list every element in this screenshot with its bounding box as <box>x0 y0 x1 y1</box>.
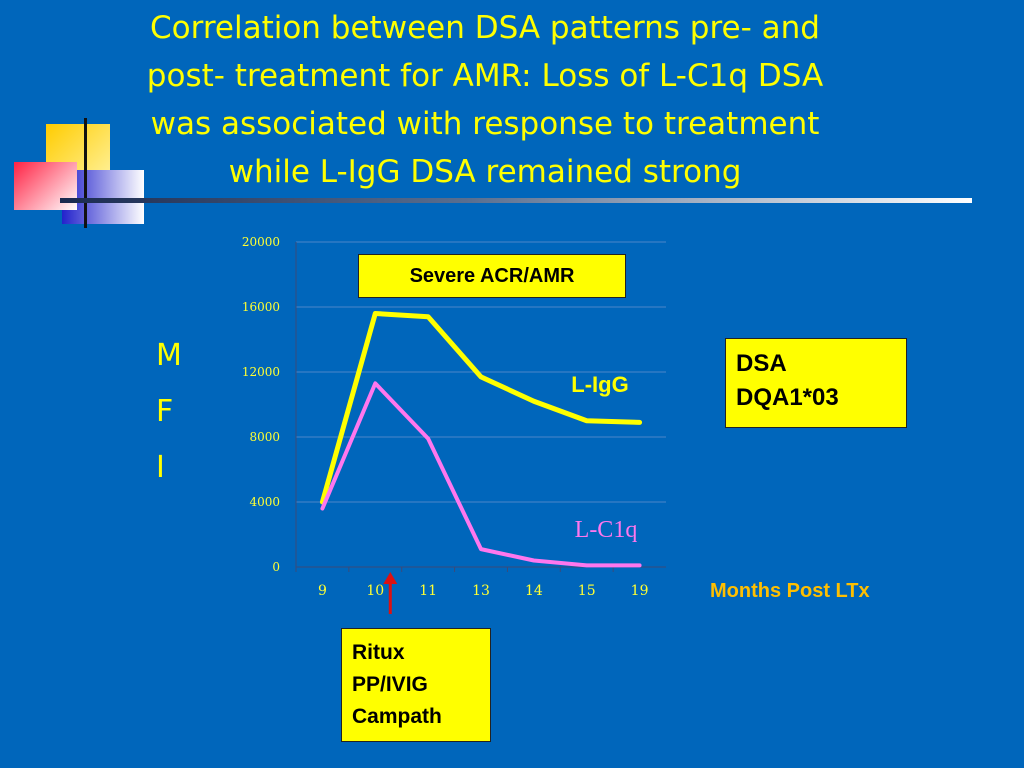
x-tick-label: 10 <box>366 583 384 599</box>
title-line-1: Correlation between DSA patterns pre- an… <box>150 10 820 46</box>
title-divider <box>60 198 972 203</box>
y-tick-label: 20000 <box>242 235 280 249</box>
x-tick-label: 9 <box>318 583 327 599</box>
ylabel-letter-m: M <box>156 338 182 373</box>
treatment-line-3: Campath <box>352 705 442 728</box>
x-axis-label: Months Post LTx <box>710 580 870 602</box>
treatment-arrow-head <box>383 572 398 584</box>
y-tick-label: 0 <box>272 560 280 574</box>
series-label-l-igg: L-IgG <box>571 372 628 397</box>
dsa-line-1: DSA <box>736 350 787 377</box>
ylabel-letter-i: I <box>156 450 165 485</box>
y-tick-label: 16000 <box>242 300 280 314</box>
series-label-l-c1q: L-C1q <box>575 517 638 543</box>
y-tick-label: 4000 <box>249 495 280 509</box>
x-tick-label: 14 <box>525 583 543 599</box>
x-tick-label: 11 <box>419 583 437 599</box>
series-line-l-c1q <box>320 381 642 568</box>
treatment-line-2: PP/IVIG <box>352 673 428 696</box>
y-axis-label: M F I <box>156 328 186 496</box>
title-line-3: was associated with response to treatmen… <box>150 106 820 142</box>
slide-title: Correlation between DSA patterns pre- an… <box>60 4 910 196</box>
decor-vertical-line <box>84 118 87 228</box>
series-line-l-igg <box>319 311 643 505</box>
title-line-2: post- treatment for AMR: Loss of L-C1q D… <box>146 58 824 94</box>
treatment-line-1: Ritux <box>352 641 405 664</box>
x-tick-label: 15 <box>578 583 596 599</box>
dsa-label-box: DSA DQA1*03 <box>725 338 907 428</box>
treatment-label-box: Ritux PP/IVIG Campath <box>341 628 491 742</box>
title-line-4: while L-IgG DSA remained strong <box>228 154 742 190</box>
x-tick-label: 19 <box>631 583 649 599</box>
severe-acr-amr-label: Severe ACR/AMR <box>358 254 626 298</box>
x-tick-label: 13 <box>472 583 490 599</box>
y-tick-label: 12000 <box>242 365 280 379</box>
y-tick-label: 8000 <box>249 430 280 444</box>
ylabel-letter-f: F <box>156 394 174 429</box>
dsa-line-2: DQA1*03 <box>736 384 839 411</box>
